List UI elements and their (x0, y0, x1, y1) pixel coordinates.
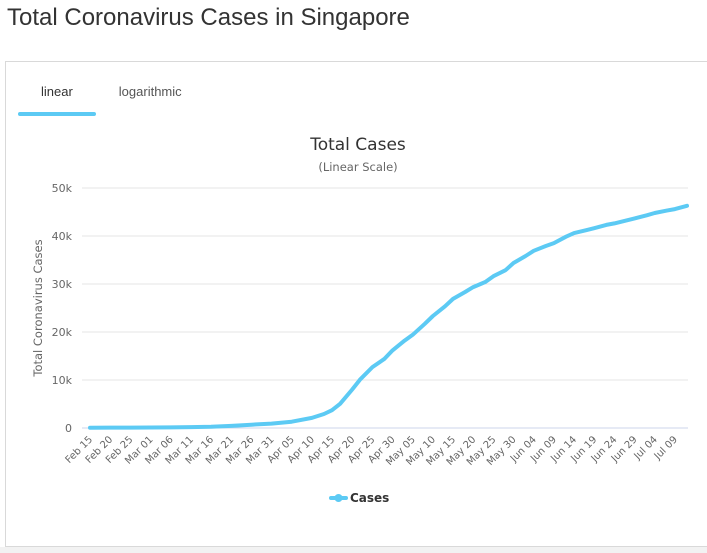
y-tick-label: 30k (52, 278, 73, 291)
tab-linear[interactable]: linear (18, 62, 96, 116)
y-tick-label: 40k (52, 230, 73, 243)
tab-logarithmic[interactable]: logarithmic (118, 84, 182, 99)
grid-layer (82, 187, 688, 381)
legend-label-cases: Cases (350, 491, 389, 505)
chart-subtitle: (Linear Scale) (318, 160, 397, 174)
y-tick-label: 0 (65, 422, 72, 435)
y-tick-label: 20k (52, 326, 73, 339)
y-tick-label: 50k (52, 182, 73, 195)
page-title: Total Coronavirus Cases in Singapore (7, 4, 410, 31)
y-axis-ticks: 0 10k 20k 30k 40k 50k (52, 182, 73, 435)
chart-panel: linear logarithmic (5, 61, 707, 547)
legend-marker-dot (334, 494, 343, 502)
y-axis-title: Total Coronavirus Cases (31, 239, 45, 377)
legend[interactable]: Cases (329, 491, 389, 505)
scale-tabs: linear logarithmic (18, 62, 205, 116)
y-tick-label: 10k (52, 374, 73, 387)
bottom-strip (0, 547, 707, 553)
chart-title: Total Cases (309, 135, 406, 155)
series-line-cases[interactable] (88, 203, 689, 430)
